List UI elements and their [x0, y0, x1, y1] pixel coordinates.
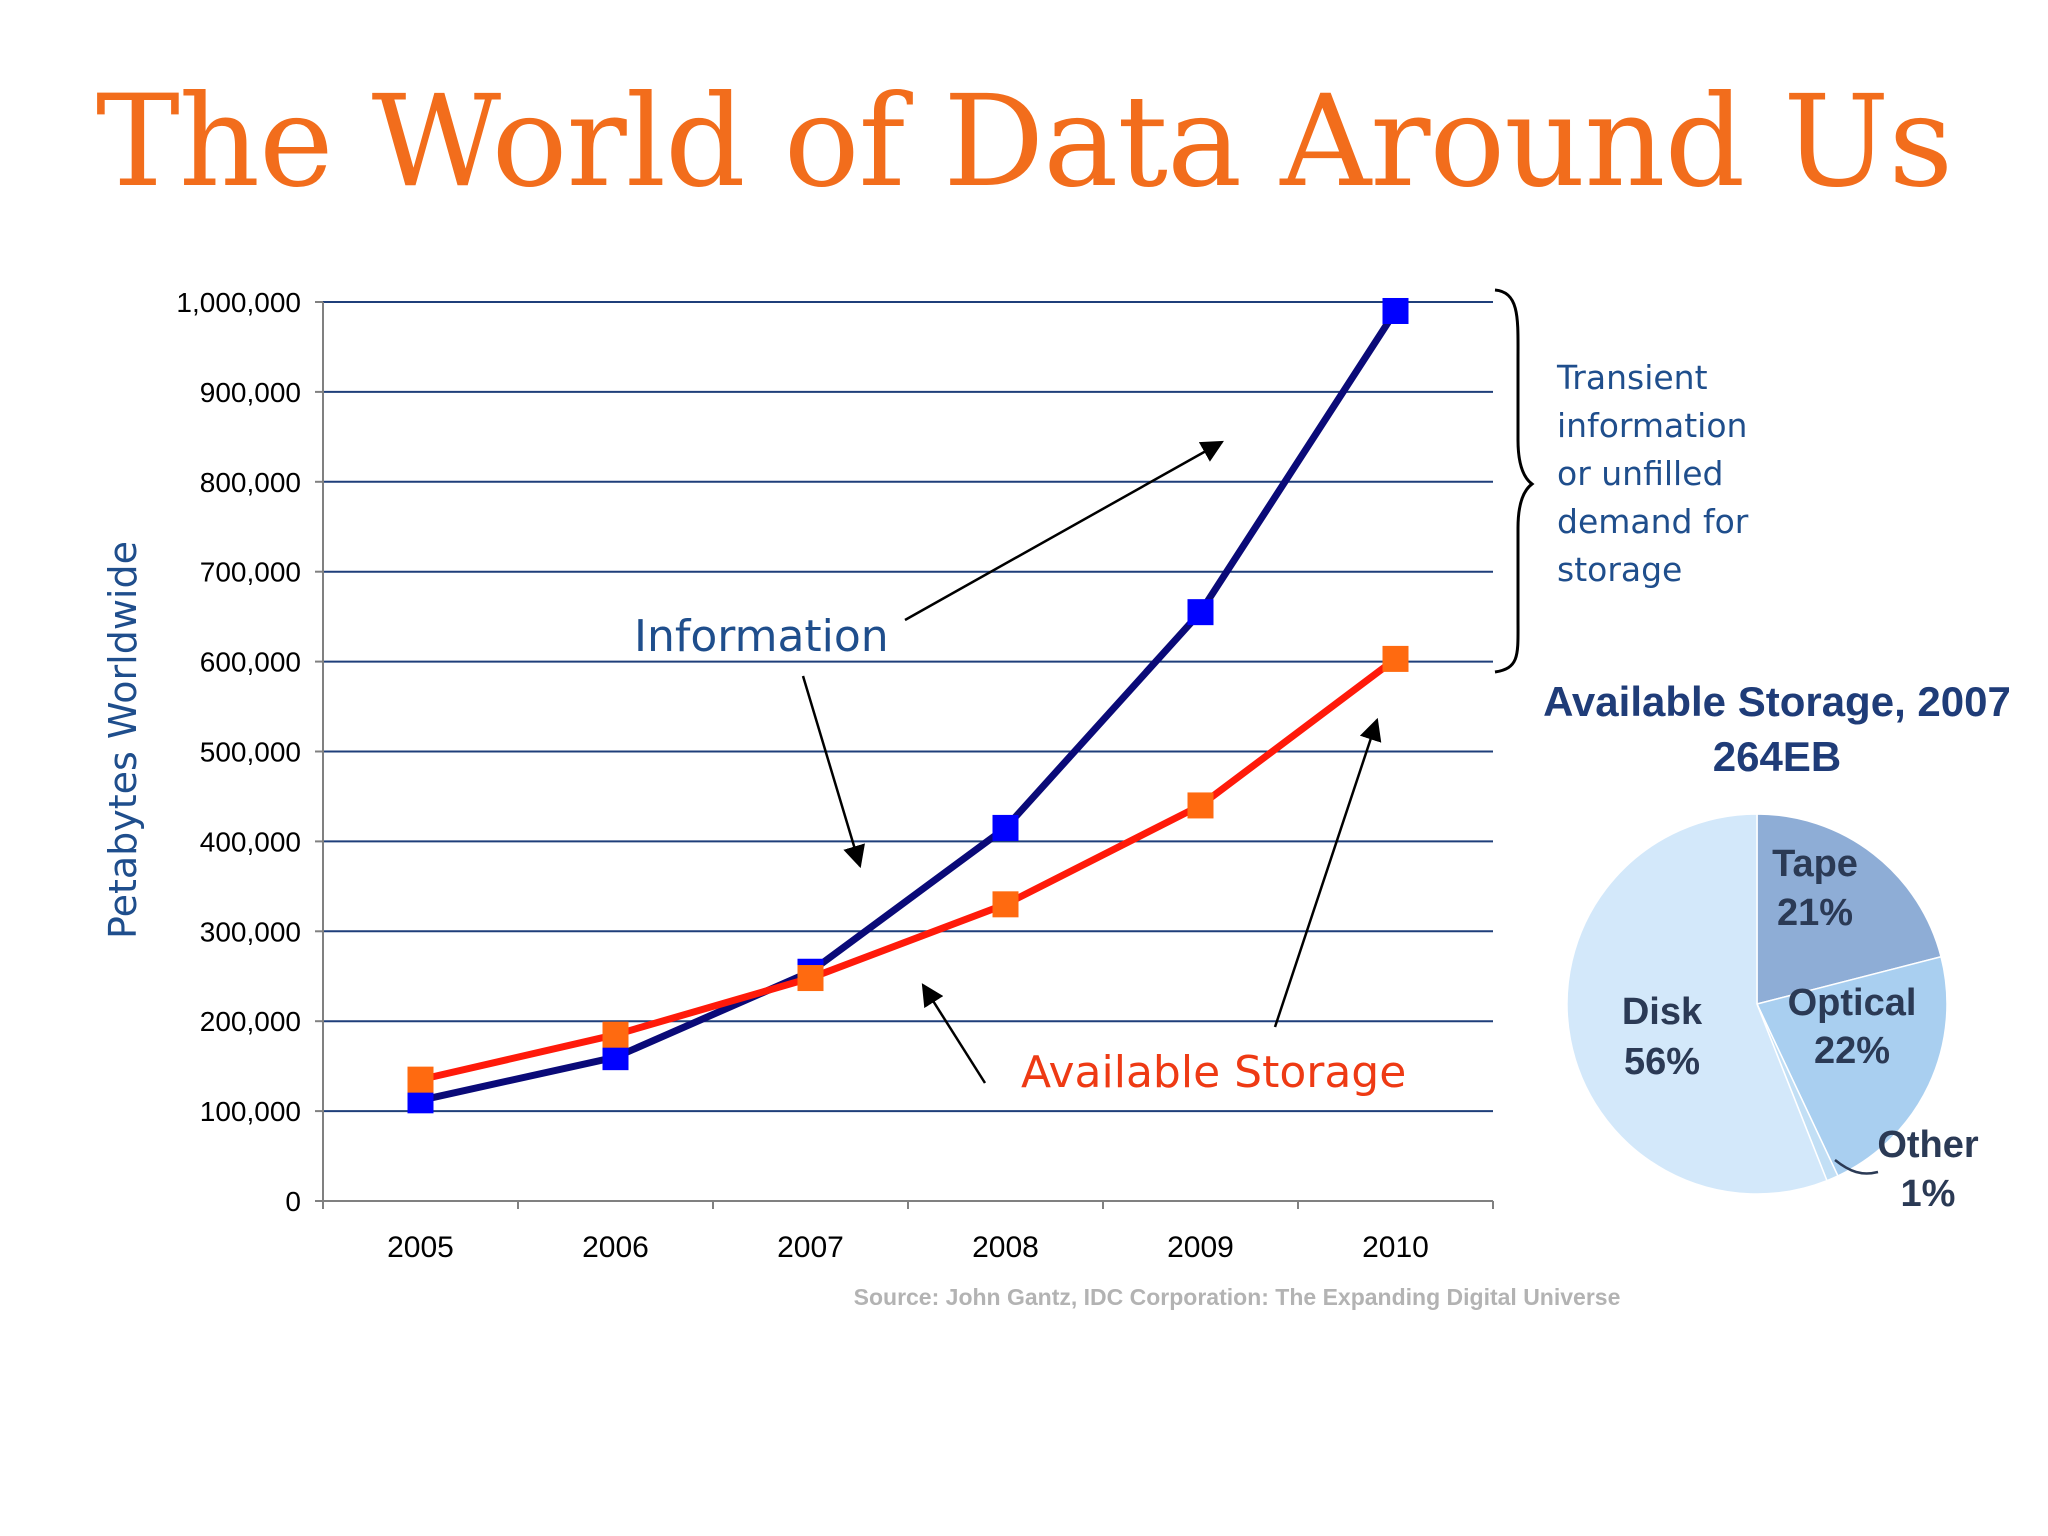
pie-leader-other — [1834, 1159, 1879, 1175]
pie-labels: Tape 21% Optical 22% Other 1% Disk 56% — [1622, 843, 1979, 1215]
pie-slices — [1566, 813, 1948, 1195]
y-tick-label: 700,000 — [200, 557, 301, 588]
arrow-information-down — [801, 675, 865, 869]
marker-information — [602, 1044, 629, 1071]
pie-title: Available Storage, 2007 — [1543, 678, 2011, 725]
marker-information — [1382, 297, 1409, 324]
pie-slice-disk — [1566, 813, 1828, 1195]
marker-information — [992, 814, 1019, 841]
y-tick-label: 0 — [285, 1186, 301, 1217]
y-tick-label: 300,000 — [200, 916, 301, 947]
y-tick-label: 1,000,000 — [176, 287, 301, 318]
y-tick-label: 600,000 — [200, 647, 301, 678]
series-markers — [407, 297, 1409, 1114]
pie-label-name: Optical — [1788, 982, 1917, 1024]
pie-subtitle: 264EB — [1713, 733, 1841, 780]
series-label-available-storage: Available Storage — [1021, 1047, 1406, 1098]
arrow-information-up — [904, 440, 1224, 622]
marker-available-storage — [1187, 792, 1214, 819]
source-note: Source: John Gantz, IDC Corporation: The… — [854, 1284, 1621, 1310]
gap-brace — [1494, 288, 1535, 674]
y-tick-label: 400,000 — [200, 826, 301, 857]
arrow-storage-up — [1273, 717, 1382, 1028]
y-tick-label: 900,000 — [200, 377, 301, 408]
marker-available-storage — [407, 1066, 434, 1093]
pie-slice-tape — [1756, 813, 1942, 1005]
x-tick-label: 2009 — [1167, 1231, 1234, 1264]
x-tick-label: 2005 — [387, 1231, 454, 1264]
pie-slice-optical — [1755, 955, 1948, 1177]
y-tick-label: 100,000 — [200, 1096, 301, 1127]
marker-available-storage — [992, 891, 1019, 918]
gap-annotation: Transient information or unfilled demand… — [1556, 358, 1759, 589]
marker-information — [1187, 599, 1214, 626]
y-axis-label: Petabytes Worldwide — [101, 541, 145, 939]
marker-available-storage — [1382, 645, 1409, 672]
pie-label-name: Other — [1877, 1124, 1979, 1166]
marker-available-storage — [602, 1021, 629, 1048]
x-tick-label: 2010 — [1362, 1231, 1429, 1264]
y-axis-ticks: 0 100,000 200,000 300,000 400,000 500,000 600,… — [176, 287, 323, 1217]
pie-label-value: 56% — [1624, 1041, 1700, 1083]
pie-label-value: 1% — [1901, 1173, 1956, 1215]
x-axis-ticks: 2005 2006 2007 2008 2009 2010 — [322, 1201, 1494, 1264]
y-tick-label: 500,000 — [200, 737, 301, 768]
pie-label-name: Tape — [1772, 843, 1858, 885]
series-line-available-storage — [419, 656, 1398, 1084]
pie-label-name: Disk — [1622, 991, 1703, 1033]
series-label-information: Information — [634, 611, 889, 662]
pie-label-value: 22% — [1814, 1030, 1890, 1072]
y-tick-label: 800,000 — [200, 467, 301, 498]
y-tick-label: 200,000 — [200, 1006, 301, 1037]
marker-available-storage — [797, 965, 824, 992]
series-lines — [419, 309, 1399, 1104]
arrow-storage-left — [921, 983, 987, 1084]
x-tick-label: 2006 — [582, 1231, 649, 1264]
x-tick-label: 2007 — [777, 1231, 844, 1264]
pie-label-value: 21% — [1777, 892, 1853, 934]
grid-lines — [323, 301, 1493, 1113]
slide-title: The World of Data Around Us — [95, 68, 1953, 215]
series-line-information — [419, 309, 1399, 1104]
x-tick-label: 2008 — [972, 1231, 1039, 1264]
